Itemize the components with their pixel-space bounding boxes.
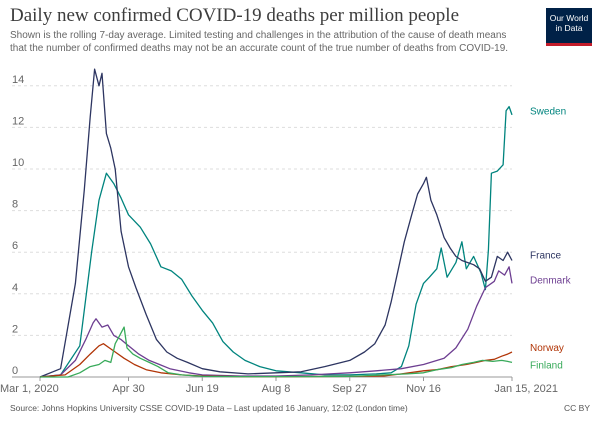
- chart-subtitle: Shown is the rolling 7-day average. Limi…: [10, 30, 509, 54]
- footer: Source: Johns Hopkins University CSSE CO…: [10, 403, 590, 413]
- source-note: Source: Johns Hopkins University CSSE CO…: [10, 403, 408, 413]
- series-lines: [39, 68, 513, 378]
- x-tick-label: Sep 27: [332, 383, 367, 395]
- y-tick-label: 2: [12, 323, 18, 335]
- x-tick-label: Apr 30: [112, 383, 144, 395]
- series-label-sweden: Sweden: [530, 107, 566, 118]
- y-tick-label: 14: [12, 74, 24, 86]
- y-axis: 0 2 4 6 8 10 12 14: [12, 74, 24, 377]
- license-link[interactable]: CC BY: [564, 403, 590, 413]
- series-line-denmark: [39, 266, 513, 378]
- y-tick-label: 10: [12, 157, 24, 169]
- line-chart: 0 2 4 6 8 10 12 14 Mar 1, 2020 Apr 30 Jun 19 Aug 8…: [0, 68, 572, 395]
- x-axis: Mar 1, 2020 Apr 30 Jun 19 Aug 8 Sep 27 Nov 16…: [0, 376, 558, 395]
- x-tick-label: Aug 8: [262, 383, 291, 395]
- series-line-france: [39, 68, 513, 378]
- x-tick-label: Mar 1, 2020: [0, 383, 59, 395]
- chart-title: Daily new confirmed COVID-19 deaths per …: [10, 5, 460, 26]
- series-line-sweden: [39, 105, 513, 378]
- y-tick-label: 0: [12, 365, 18, 377]
- logo-line-2: in Data: [555, 23, 583, 33]
- x-tick-label: Nov 16: [406, 383, 441, 395]
- series-labels: Sweden France Denmark Norway Finland: [530, 107, 572, 372]
- series-label-denmark: Denmark: [530, 275, 572, 286]
- y-tick-label: 12: [12, 115, 24, 127]
- logo-accent-bar: [546, 43, 592, 46]
- series-label-norway: Norway: [530, 343, 564, 354]
- grid-lines: [12, 85, 512, 336]
- series-label-france: France: [530, 251, 562, 262]
- x-tick-label: Jun 19: [186, 383, 219, 395]
- owid-logo[interactable]: Our World in Data: [546, 8, 592, 46]
- y-tick-label: 6: [12, 240, 18, 252]
- series-label-finland: Finland: [530, 360, 563, 371]
- logo-line-1: Our World: [549, 13, 589, 23]
- y-tick-label: 4: [12, 282, 18, 294]
- series-line-finland: [40, 326, 513, 378]
- x-tick-label: Jan 15, 2021: [494, 383, 558, 395]
- y-tick-label: 8: [12, 199, 18, 211]
